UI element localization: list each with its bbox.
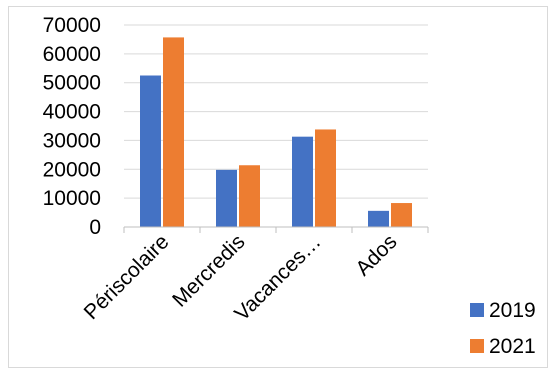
y-tick-label: 30000: [43, 129, 101, 152]
x-category-label: Mercredis: [168, 230, 249, 311]
bar-2019-2: [292, 136, 313, 227]
x-axis: [123, 226, 429, 233]
y-axis-tick-labels: 0 10000 20000 30000 40000 50000 60000 70000: [43, 14, 101, 239]
bar-2019-0: [140, 75, 161, 227]
legend-label: 2021: [489, 335, 536, 358]
bar-2021-1: [239, 165, 260, 227]
bars: [140, 37, 412, 228]
chart-frame: 0 10000 20000 30000 40000 50000 60000 70000 Pér…: [8, 6, 548, 368]
legend-swatch-2021: [470, 339, 484, 353]
bar-2021-0: [163, 37, 184, 228]
y-tick-label: 60000: [43, 43, 101, 66]
bar-2019-1: [216, 169, 237, 227]
y-tick-label: 20000: [43, 158, 101, 181]
y-tick-label: 70000: [43, 14, 101, 37]
y-tick-label: 50000: [43, 72, 101, 95]
x-category-label: Périscolaire: [80, 230, 174, 324]
legend: 2019 2021: [470, 299, 536, 358]
y-tick-label: 0: [89, 216, 101, 239]
bar-2019-3: [368, 210, 389, 227]
x-category-label: Ados: [351, 230, 401, 280]
legend-swatch-2019: [470, 303, 484, 317]
y-tick-label: 10000: [43, 187, 101, 210]
bar-2021-3: [391, 203, 412, 227]
bar-2021-2: [315, 129, 336, 227]
y-tick-label: 40000: [43, 101, 101, 124]
legend-label: 2019: [489, 299, 536, 322]
